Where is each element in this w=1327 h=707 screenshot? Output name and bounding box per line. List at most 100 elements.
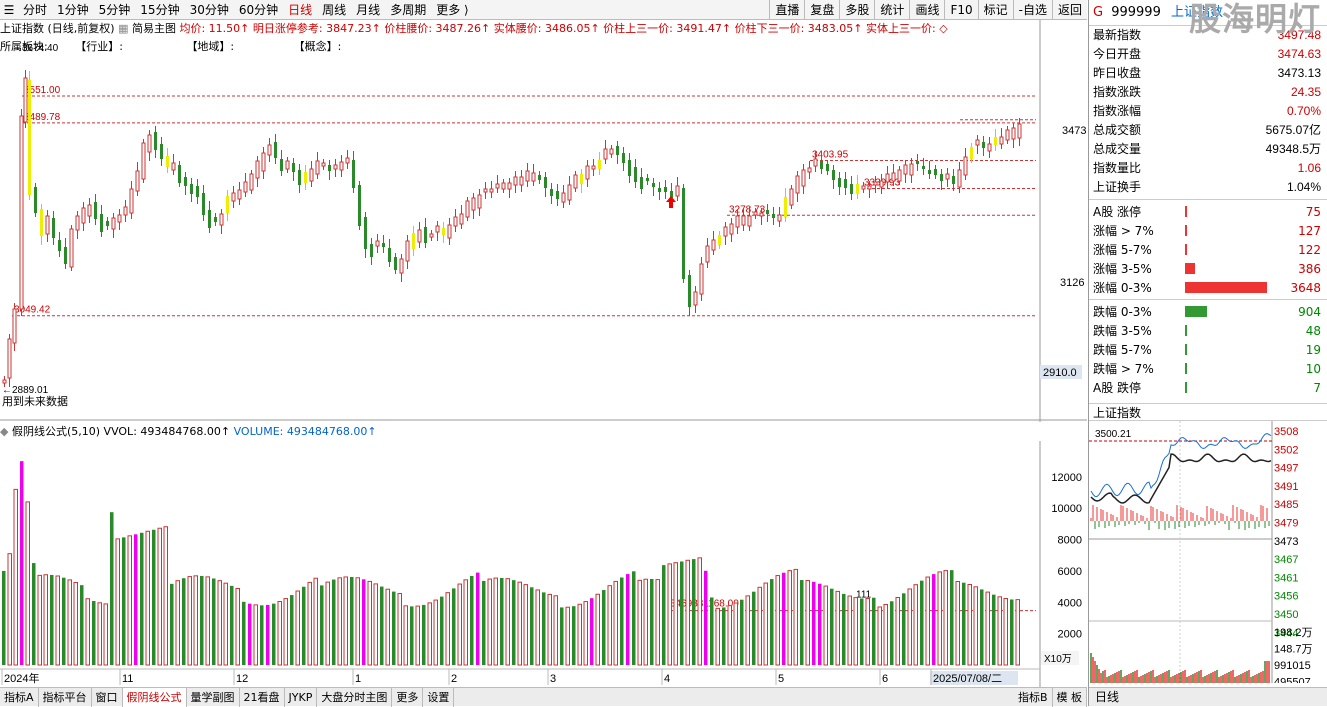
toolbar-button[interactable]: 复盘 bbox=[804, 0, 839, 20]
period-tab[interactable]: 日线 bbox=[288, 2, 313, 17]
signal-arrow-icon bbox=[666, 196, 676, 208]
indicator-tab-right[interactable]: 模 板 bbox=[1053, 687, 1087, 707]
volume-bar bbox=[937, 571, 942, 666]
candle bbox=[838, 178, 841, 187]
menu-icon[interactable]: ☰ bbox=[3, 2, 15, 17]
volume-bar bbox=[493, 577, 498, 666]
volume-bar bbox=[572, 606, 576, 665]
candle bbox=[58, 240, 61, 251]
main-chart-name[interactable]: 简易主图 bbox=[131, 22, 176, 35]
indicator-tab[interactable]: 假阴线公式 bbox=[122, 687, 187, 707]
period-label[interactable]: 日线 bbox=[1089, 687, 1327, 706]
shang-value: 价柱上三一价: 3491.47↑ bbox=[603, 22, 732, 35]
quote-panel: G 999999 上证指数 股海明灯 最新指数 3497.48 今日开盘 3474.6… bbox=[1088, 0, 1327, 706]
volume-bar bbox=[283, 598, 288, 666]
candle bbox=[718, 235, 721, 245]
candle bbox=[664, 187, 667, 192]
stat-row: 总成交额 5675.07亿 bbox=[1089, 121, 1327, 140]
volume-bar bbox=[782, 572, 786, 665]
candle bbox=[231, 192, 236, 202]
indicator-tab-right[interactable]: 指标B bbox=[1014, 687, 1053, 707]
indicator-tab[interactable]: 指标平台 bbox=[39, 687, 92, 707]
candle bbox=[345, 157, 350, 164]
breadth-bar bbox=[1183, 359, 1279, 378]
candle bbox=[154, 132, 157, 150]
candle bbox=[772, 214, 775, 218]
period-tab[interactable]: 周线 bbox=[322, 2, 347, 17]
breadth-bar bbox=[1183, 340, 1279, 359]
mini-price-line bbox=[1090, 433, 1272, 498]
volume-bar bbox=[985, 591, 990, 666]
period-tab[interactable]: 60分钟 bbox=[238, 2, 279, 17]
volume-bar bbox=[343, 576, 348, 666]
indicator-tab[interactable]: JYKP bbox=[285, 687, 318, 707]
future-data-note: 用到未来数据 bbox=[2, 394, 68, 408]
volume-bar bbox=[175, 580, 180, 666]
period-tab[interactable]: 15分钟 bbox=[140, 2, 180, 17]
volume-bar bbox=[650, 578, 654, 665]
indicator-tab[interactable]: 设置 bbox=[423, 687, 455, 707]
candle bbox=[261, 152, 266, 172]
toolbar-button[interactable]: 返回 bbox=[1051, 0, 1087, 20]
candle bbox=[957, 169, 962, 188]
candle bbox=[591, 165, 596, 170]
volume-bar bbox=[967, 583, 972, 666]
indicator-tab[interactable]: 窗口 bbox=[92, 687, 123, 707]
mini-intraday-chart[interactable]: 3508 3502 3497 3491 3485 3479 3473 3467 3461 3456… bbox=[1089, 421, 1327, 689]
period-tab[interactable]: 30分钟 bbox=[189, 2, 229, 17]
indicator-tab[interactable]: 指标A bbox=[0, 687, 39, 707]
volume-bar bbox=[685, 559, 690, 666]
volume-bar bbox=[277, 600, 282, 666]
period-tab[interactable]: 多周期 bbox=[390, 2, 427, 17]
volume-chart[interactable]: 12000100008000600040002000X10万3469831168… bbox=[0, 441, 1087, 687]
volume-bar bbox=[80, 585, 84, 665]
volume-bar bbox=[97, 602, 102, 666]
candle bbox=[999, 136, 1004, 145]
period-tab[interactable]: 更多 ⟩ bbox=[436, 2, 469, 17]
price-level-label: 3551.00 bbox=[24, 85, 61, 96]
x-axis-tick: 3 bbox=[550, 673, 556, 685]
vol-formula[interactable]: 假阴线公式(5,10) bbox=[11, 425, 101, 438]
toolbar-button[interactable]: F10 bbox=[944, 0, 977, 20]
collapse-icon[interactable]: ◆ bbox=[0, 425, 9, 438]
toolbar-button[interactable]: 画线 bbox=[909, 0, 944, 20]
candle bbox=[975, 139, 980, 146]
period-tab[interactable]: 1分钟 bbox=[57, 2, 89, 17]
toolbar-button[interactable]: 直播 bbox=[769, 0, 804, 20]
candle bbox=[382, 243, 385, 247]
candle bbox=[94, 202, 97, 219]
main-chart-icon: ▦ bbox=[118, 22, 129, 35]
volume-bar bbox=[607, 585, 612, 666]
price-level-label: 3489.78 bbox=[24, 112, 61, 123]
indicator-tab[interactable]: 量学副图 bbox=[187, 687, 240, 707]
candle bbox=[573, 174, 578, 189]
indicator-tab[interactable]: 更多 bbox=[392, 687, 424, 707]
period-tab[interactable]: 月线 bbox=[356, 2, 381, 17]
toolbar-button[interactable]: -自选 bbox=[1012, 0, 1052, 20]
breadth-row: 涨幅 3-5% 386 bbox=[1089, 259, 1327, 278]
breadth-value: 127 bbox=[1298, 223, 1321, 238]
volume-bar bbox=[422, 604, 426, 665]
volume-bar bbox=[110, 512, 114, 665]
volume-bar bbox=[643, 578, 648, 666]
candle bbox=[274, 142, 277, 158]
candle bbox=[753, 211, 758, 216]
indicator-tab[interactable]: 大盘分时主图 bbox=[317, 687, 393, 707]
candle bbox=[928, 170, 931, 174]
volume-bar bbox=[613, 580, 618, 666]
indicator-tab[interactable]: 21看盘 bbox=[240, 687, 285, 707]
period-tab[interactable]: 5分钟 bbox=[98, 2, 131, 17]
volume-bar bbox=[697, 557, 702, 666]
low-label: ←2889.01 bbox=[2, 385, 49, 396]
period-tab[interactable]: 分时 bbox=[23, 2, 48, 17]
volume-bar bbox=[637, 579, 642, 666]
candle bbox=[813, 158, 818, 167]
toolbar-button[interactable]: 标记 bbox=[977, 0, 1013, 20]
volume-bar bbox=[535, 589, 540, 666]
toolbar-button[interactable]: 多股 bbox=[839, 0, 874, 20]
kline-chart[interactable]: 3551.003489.783049.423403.953339.933278.… bbox=[0, 20, 1087, 422]
volume-bar bbox=[715, 607, 720, 666]
toolbar-button[interactable]: 统计 bbox=[874, 0, 909, 20]
date-cursor-box bbox=[930, 671, 1018, 685]
mini-axis-tick: 3450 bbox=[1274, 609, 1298, 621]
